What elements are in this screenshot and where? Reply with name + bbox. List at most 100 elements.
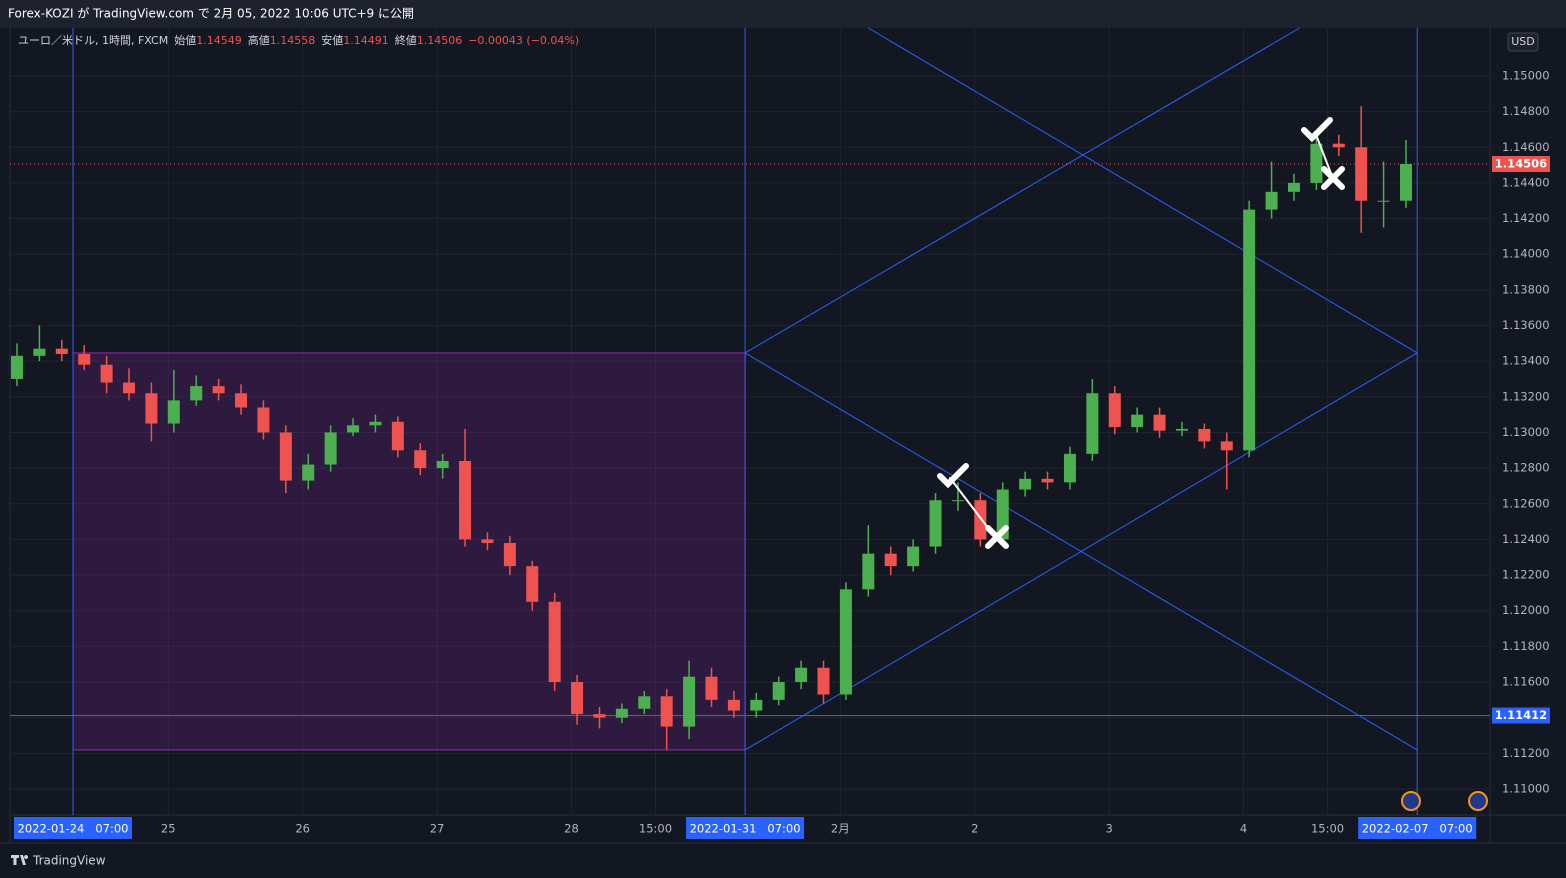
legend-key: 始値 xyxy=(174,33,196,47)
x-tick-label: 3 xyxy=(1105,822,1112,836)
last-price-label: 1.14506 xyxy=(1495,157,1547,171)
trend-line xyxy=(744,352,1418,751)
currency-box[interactable] xyxy=(1507,32,1539,52)
candle-body xyxy=(1108,393,1121,428)
candle-body xyxy=(705,676,718,700)
y-tick-label: 1.13600 xyxy=(1502,318,1550,332)
y-tick-label: 1.12800 xyxy=(1502,461,1550,475)
event-icon[interactable] xyxy=(1468,791,1488,811)
y-tick-label: 1.14000 xyxy=(1502,247,1550,261)
legend-symbol: ユーロ／米ドル, 1時間, FXCM xyxy=(18,34,168,47)
currency-label: USD xyxy=(1511,35,1535,48)
candle-body xyxy=(929,500,942,547)
y-tick-label: 1.12600 xyxy=(1502,496,1550,510)
y-tick-label: 1.13400 xyxy=(1502,354,1550,368)
y-tick-label: 1.11800 xyxy=(1502,639,1550,653)
x-tick-label: 27 xyxy=(430,822,445,836)
candle-body xyxy=(1131,414,1144,428)
candle-body xyxy=(302,464,315,481)
candle-body xyxy=(772,682,785,700)
candle-body xyxy=(1220,441,1233,451)
candle-body xyxy=(190,386,203,401)
candle-body xyxy=(391,421,404,451)
y-tick-label: 1.12000 xyxy=(1502,603,1550,617)
candle-body xyxy=(279,432,292,481)
y-tick-label: 1.11200 xyxy=(1502,746,1550,760)
candle-body xyxy=(571,682,584,715)
x-tick-label: 15:00 xyxy=(639,822,672,836)
legend-value: 1.14491 xyxy=(343,34,389,47)
x-tick-label: 26 xyxy=(295,822,310,836)
candle-body xyxy=(78,354,91,365)
event-icon[interactable] xyxy=(1401,791,1421,811)
candle-body xyxy=(638,696,651,709)
candle-body xyxy=(1332,143,1345,148)
candle-body xyxy=(257,407,270,433)
candle-body xyxy=(862,553,875,590)
legend-value: 1.14549 xyxy=(196,34,242,47)
legend-value: 1.14558 xyxy=(270,34,316,47)
candle-body xyxy=(1287,182,1300,192)
x-tick-label: 15:00 xyxy=(1311,822,1344,836)
candle-body xyxy=(1175,428,1188,431)
candle-body xyxy=(1243,209,1256,451)
candle-body xyxy=(33,348,46,356)
candle-body xyxy=(1377,200,1390,202)
y-tick-label: 1.12400 xyxy=(1502,532,1550,546)
candle-body xyxy=(660,696,673,727)
check-marker xyxy=(1301,117,1333,143)
candle-body xyxy=(683,676,696,727)
y-tick-label: 1.13800 xyxy=(1502,282,1550,296)
trend-line xyxy=(744,27,1300,354)
x-tick-label: 2022-01-24 07:00 xyxy=(18,822,129,836)
y-tick-label: 1.14200 xyxy=(1502,211,1550,225)
candle-body xyxy=(1063,453,1076,483)
y-tick-label: 1.14400 xyxy=(1502,175,1550,189)
y-tick-label: 1.12200 xyxy=(1502,568,1550,582)
x-tick-highlight xyxy=(1358,817,1477,839)
x-tick-highlight xyxy=(14,817,133,839)
legend: ユーロ／米ドル, 1時間, FXCM 始値1.14549 高値1.14558 安値1.… xyxy=(18,33,579,47)
x-tick-label: 2022-02-07 07:00 xyxy=(1362,822,1473,836)
y-tick-label: 1.13000 xyxy=(1502,425,1550,439)
x-tick-label: 2 xyxy=(971,822,978,836)
candle-body xyxy=(907,546,920,567)
candle-body xyxy=(548,601,561,683)
legend-key: 終値 xyxy=(395,33,417,47)
candle-body xyxy=(727,699,740,711)
trade-markers xyxy=(937,117,1345,549)
range-box xyxy=(72,352,746,751)
check-marker xyxy=(937,463,969,489)
x-tick-label: 2月 xyxy=(831,822,850,836)
x-tick-label: 28 xyxy=(564,822,579,836)
y-tick-label: 1.11000 xyxy=(1502,781,1550,795)
candle-body xyxy=(324,432,337,465)
candle-body xyxy=(145,393,158,424)
trade-link xyxy=(1314,131,1333,177)
candle-body xyxy=(974,500,987,540)
candle-body xyxy=(1310,143,1323,183)
x-tick-label: 4 xyxy=(1240,822,1247,836)
candle-body xyxy=(750,699,763,711)
candle-body xyxy=(414,450,427,469)
candle-body xyxy=(369,421,382,426)
candle-body xyxy=(459,460,472,540)
candle-body xyxy=(951,500,964,502)
candle-body xyxy=(55,348,68,355)
candle-body xyxy=(1265,191,1278,210)
candle-body xyxy=(436,460,449,469)
horizontal-line-label: 1.11412 xyxy=(1495,708,1547,722)
candle-body xyxy=(1041,478,1054,483)
legend-key: 安値 xyxy=(321,33,343,47)
page-title: Forex-KOZI が TradingView.com で 2月 05, 20… xyxy=(8,6,414,21)
candle-body xyxy=(123,382,136,394)
logo-icon xyxy=(11,855,29,865)
candle-body xyxy=(1399,164,1412,201)
legend-change: −0.00043 (−0.04%) xyxy=(468,34,579,47)
candle-body xyxy=(1153,414,1166,431)
candle-body xyxy=(167,400,180,424)
candle-body xyxy=(1198,428,1211,442)
legend-value: 1.14506 xyxy=(417,34,463,47)
